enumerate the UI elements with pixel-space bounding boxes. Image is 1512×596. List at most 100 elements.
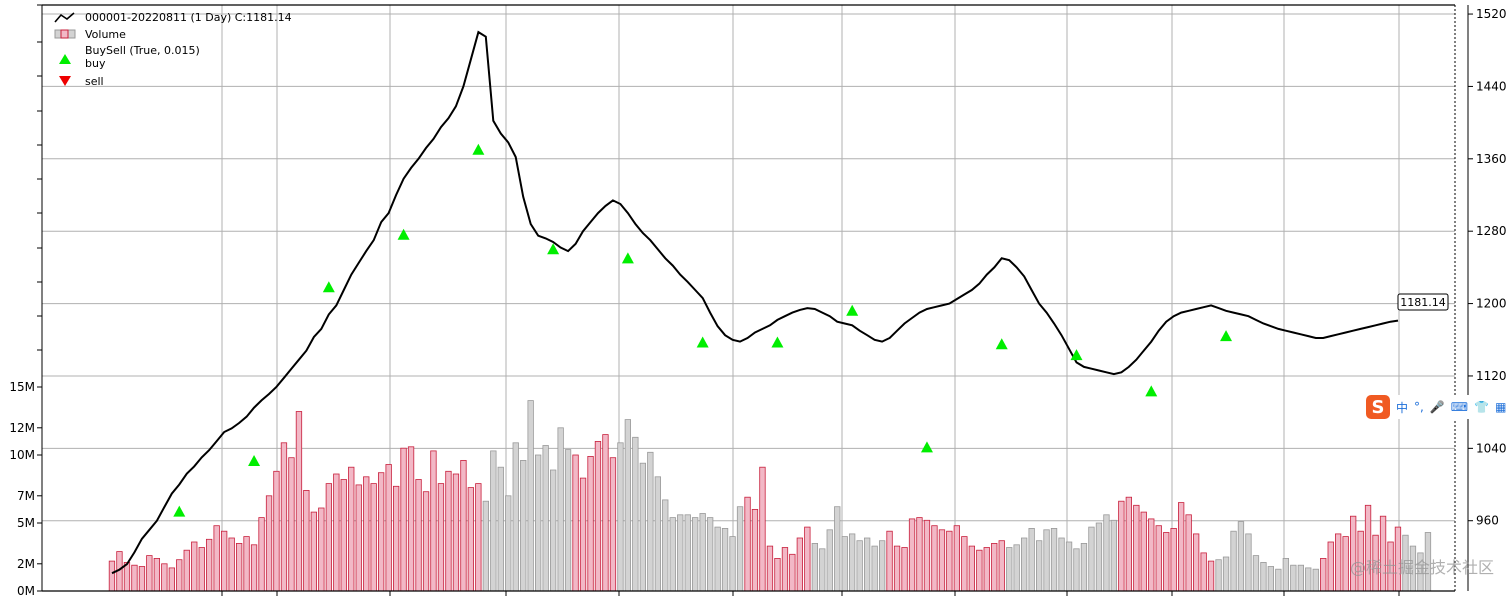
price-tick-label: 1520: [1476, 7, 1507, 21]
volume-bar: [1073, 548, 1080, 592]
volume-bar: [908, 518, 916, 592]
volume-bar: [490, 450, 497, 592]
volume-tick-label: 7M: [17, 489, 35, 503]
buy-signal-marker: [846, 304, 859, 316]
ime-skin-icon[interactable]: 👕: [1474, 400, 1490, 414]
volume-bar: [1095, 522, 1103, 592]
volume-bar: [475, 483, 482, 592]
volume-bar: [1305, 567, 1312, 592]
volume-bar: [976, 549, 983, 592]
volume-bar: [1006, 547, 1013, 592]
volume-bar: [662, 499, 669, 592]
volume-bar: [1170, 528, 1177, 592]
legend-volume-label: Volume: [85, 28, 126, 41]
sogou-logo-icon[interactable]: S: [1366, 395, 1390, 419]
price-tick-label: 1040: [1476, 441, 1507, 455]
volume-bar: [176, 559, 183, 592]
volume-bar: [1178, 502, 1185, 592]
price-tick-label: 1120: [1476, 369, 1507, 383]
volume-bar: [796, 537, 803, 592]
volume-bar: [205, 538, 213, 592]
volume-bar: [871, 545, 878, 592]
legend-sell-label: sell: [85, 75, 104, 88]
volume-bar: [864, 537, 871, 592]
volume-bar: [938, 529, 946, 592]
volume-bar: [407, 446, 415, 592]
volume-bar: [953, 525, 960, 592]
volume-bar: [1185, 514, 1192, 592]
volume-bar: [1125, 496, 1132, 592]
volume-tick-label: 15M: [9, 380, 35, 394]
volume-bar: [1290, 564, 1297, 592]
ime-toolbar[interactable]: S 中 °, 🎤 ⌨ 👕 ▦: [1366, 395, 1512, 419]
volume-bar: [1320, 558, 1327, 592]
volume-bar: [849, 533, 856, 592]
signal-layer: [173, 143, 1233, 517]
buy-signal-marker: [995, 338, 1008, 350]
buy-signal-marker: [1070, 349, 1083, 361]
volume-bar: [1207, 560, 1215, 592]
volume-bar: [654, 476, 661, 592]
volume-bar: [497, 466, 504, 592]
volume-bar: [759, 466, 766, 592]
volume-bar: [669, 517, 676, 592]
volume-bar: [1282, 558, 1289, 592]
volume-bar: [1327, 541, 1334, 592]
price-axis: 960 1040 1120 1200 1280 1360 1440 1520: [1468, 7, 1507, 528]
volume-bar: [340, 479, 347, 592]
volume-bar: [243, 536, 250, 592]
buy-signal-marker: [472, 143, 485, 155]
volume-bar: [1021, 537, 1028, 592]
legend-sell-marker: [59, 76, 71, 86]
volume-bar: [1155, 525, 1162, 592]
volume-bar: [841, 536, 848, 592]
volume-bar: [609, 457, 617, 592]
volume-bar: [632, 436, 639, 592]
volume-bar: [721, 528, 729, 592]
watermark: @稀土掘金技术社区: [1349, 558, 1494, 577]
legend: 000001-20220811 (1 Day) C:1181.14 Volume…: [54, 11, 292, 88]
volume-bar: [1065, 541, 1073, 592]
volume-bar: [235, 543, 243, 592]
ime-microphone-icon[interactable]: 🎤: [1429, 400, 1445, 414]
volume-bar: [258, 517, 265, 592]
buy-signal-marker: [248, 455, 261, 466]
volume-bar: [161, 563, 168, 592]
volume-bar: [819, 548, 826, 592]
volume-bar: [1342, 536, 1349, 592]
volume-tick-label: 2M: [17, 557, 35, 571]
price-tick-label: 1280: [1476, 224, 1507, 238]
volume-bar: [520, 459, 527, 592]
volume-bar: [1245, 533, 1252, 592]
volume-bar: [250, 544, 258, 592]
buy-signal-marker: [1220, 330, 1233, 342]
volume-bar: [826, 529, 833, 592]
volume-bar: [437, 483, 445, 592]
volume-bar: [991, 543, 998, 592]
volume-bar: [901, 547, 908, 592]
volume-bar: [684, 514, 691, 592]
volume-bar: [550, 469, 557, 592]
volume-bar: [422, 491, 430, 592]
last-price-text: 1181.14: [1400, 296, 1446, 309]
volume-bar: [527, 400, 534, 592]
price-tick-label: 960: [1476, 514, 1499, 528]
ime-chinese-mode[interactable]: 中: [1396, 400, 1409, 415]
volume-bar: [191, 541, 198, 592]
volume-bar: [1140, 511, 1147, 592]
volume-bar: [1215, 559, 1222, 592]
volume-tick-label: 0M: [17, 584, 35, 596]
volume-bar: [333, 473, 340, 592]
ime-punctuation-icon[interactable]: °,: [1414, 400, 1424, 414]
volume-bar: [370, 483, 377, 592]
volume-bar: [647, 451, 654, 592]
price-tick-label: 1200: [1476, 297, 1507, 311]
volume-bar: [325, 483, 333, 592]
volume-bar: [766, 545, 774, 592]
volume-bar: [968, 545, 975, 592]
volume-bar: [1118, 500, 1125, 592]
volume-bar: [392, 485, 400, 592]
ime-menu-icon[interactable]: ▦: [1495, 400, 1507, 414]
volume-bar: [146, 555, 153, 592]
ime-keyboard-icon[interactable]: ⌨: [1450, 400, 1469, 414]
